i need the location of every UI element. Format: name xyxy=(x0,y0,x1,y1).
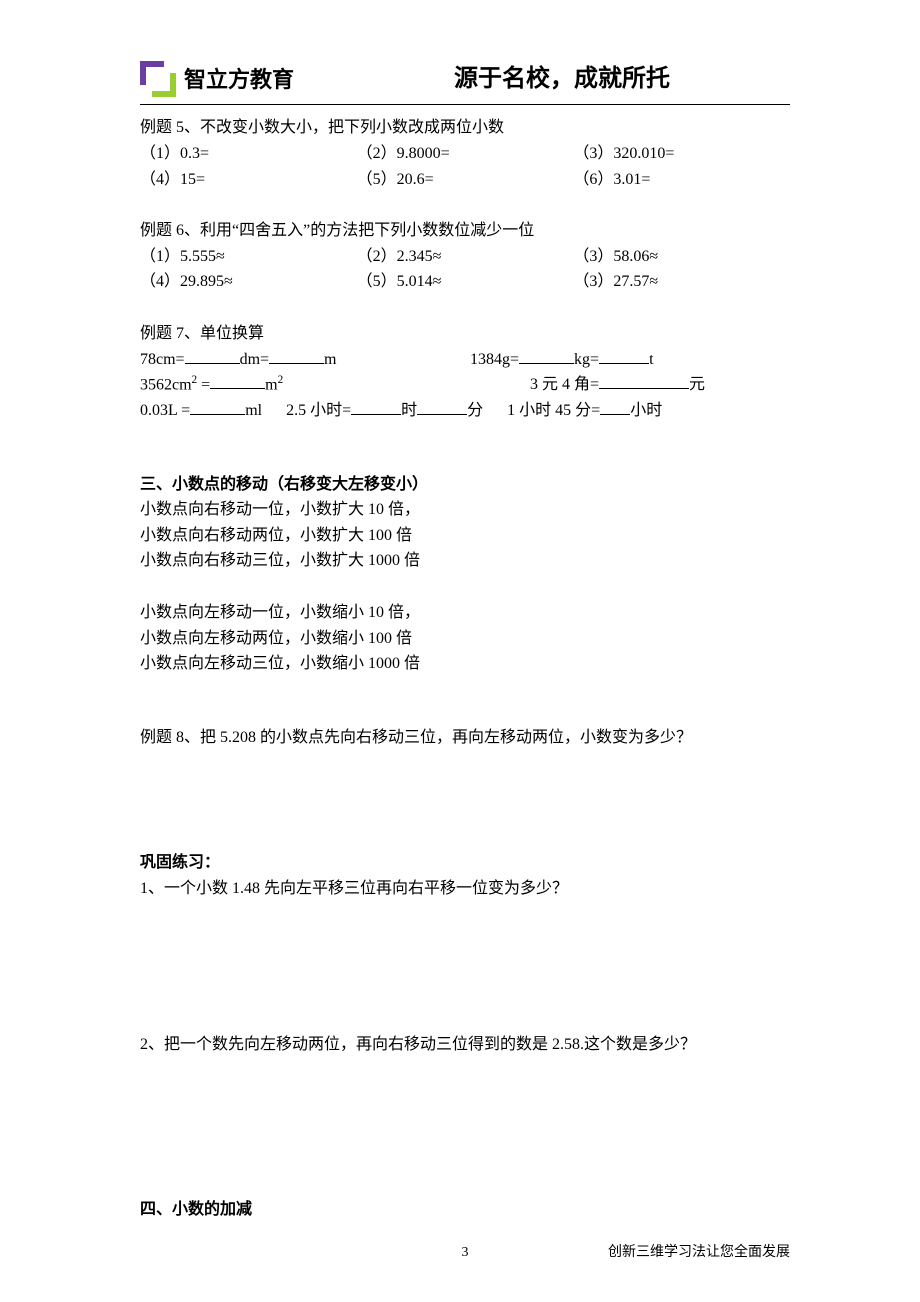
page: 智立方教育 源于名校，成就所托 例题 5、不改变小数大小，把下列小数改成两位小数… xyxy=(0,0,920,1302)
ex6-2: （2）2.345≈ xyxy=(357,244,574,270)
text: m xyxy=(265,376,277,393)
ex5-1: （1）0.3= xyxy=(140,141,357,167)
header: 智立方教育 源于名校，成就所托 xyxy=(140,60,790,98)
blank xyxy=(599,347,649,364)
ex6-3: （3）58.06≈ xyxy=(573,244,790,270)
ex5-3: （3）320.010= xyxy=(573,141,790,167)
sec3-r1: 小数点向右移动一位，小数扩大 10 倍， xyxy=(140,497,790,523)
logo-text: 智立方教育 xyxy=(184,62,294,97)
ex7-l2b: 3 元 4 角= 元 xyxy=(470,372,790,398)
ex6-4: （4）29.895≈ xyxy=(140,269,357,295)
logo: 智立方教育 xyxy=(140,61,294,97)
blank xyxy=(600,398,630,415)
ex5-row2: （4）15= （5）20.6= （6）3.01= xyxy=(140,167,790,193)
text: 分 xyxy=(467,402,483,419)
ex6-row2: （4）29.895≈ （5）5.014≈ （3）27.57≈ xyxy=(140,269,790,295)
ex6-title: 例题 6、利用“四舍五入”的方法把下列小数数位减少一位 xyxy=(140,218,790,244)
ex7-line1: 78cm= dm= m 1384g= kg= t xyxy=(140,347,790,373)
text: 1384g= xyxy=(470,351,519,368)
text: 元 xyxy=(689,376,705,393)
blank xyxy=(190,398,245,415)
ex5-5: （5）20.6= xyxy=(357,167,574,193)
blank xyxy=(269,347,324,364)
ex7-title: 例题 7、单位换算 xyxy=(140,321,790,347)
ex7-line2: 3562cm2 =m2 3 元 4 角=元 xyxy=(140,372,790,398)
ex7-l1b: 1384g= kg= t xyxy=(470,347,790,373)
text: 3562cm xyxy=(140,376,192,393)
sec3-r3: 小数点向右移动三位，小数扩大 1000 倍 xyxy=(140,548,790,574)
ex5-row1: （1）0.3= （2）9.8000= （3）320.010= xyxy=(140,141,790,167)
ex7-l2a: 3562cm2 =m2 xyxy=(140,372,470,398)
ex6-5: （5）5.014≈ xyxy=(357,269,574,295)
footer-text: 创新三维学习法让您全面发展 xyxy=(608,1242,790,1264)
ex5-title: 例题 5、不改变小数大小，把下列小数改成两位小数 xyxy=(140,115,790,141)
sup: 2 xyxy=(278,374,284,386)
ex5-2: （2）9.8000= xyxy=(357,141,574,167)
sec3-l3: 小数点向左移动三位，小数缩小 1000 倍 xyxy=(140,651,790,677)
text: 0.03L = xyxy=(140,402,190,419)
sec3-r2: 小数点向右移动两位，小数扩大 100 倍 xyxy=(140,523,790,549)
logo-icon xyxy=(140,61,176,97)
sec4-title: 四、小数的加减 xyxy=(140,1197,790,1223)
ex5-6: （6）3.01= xyxy=(573,167,790,193)
text: 小时 xyxy=(630,402,662,419)
practice-q2: 2、把一个数先向左移动两位，再向右移动三位得到的数是 2.58.这个数是多少？ xyxy=(140,1032,790,1058)
text: ml xyxy=(245,402,262,419)
text: 时 xyxy=(401,402,417,419)
page-title: 源于名校，成就所托 xyxy=(294,60,790,98)
ex7-l1a: 78cm= dm= m xyxy=(140,347,470,373)
text: dm= xyxy=(240,351,269,368)
text: kg= xyxy=(574,351,599,368)
text: m xyxy=(324,351,336,368)
text: 78cm= xyxy=(140,351,185,368)
sec3-title: 三、小数点的移动（右移变大左移变小） xyxy=(140,472,790,498)
text: 1 小时 45 分= xyxy=(507,402,600,419)
text: t xyxy=(649,351,653,368)
ex5-4: （4）15= xyxy=(140,167,357,193)
ex7-line3: 0.03L = ml 2.5 小时= 时 分 1 小时 45 分= 小时 xyxy=(140,398,790,424)
sec3-l2: 小数点向左移动两位，小数缩小 100 倍 xyxy=(140,626,790,652)
blank xyxy=(351,398,401,415)
sec3-l1: 小数点向左移动一位，小数缩小 10 倍， xyxy=(140,600,790,626)
blank xyxy=(210,372,265,389)
ex8: 例题 8、把 5.208 的小数点先向右移动三位，再向左移动两位，小数变为多少？ xyxy=(140,725,790,751)
blank xyxy=(599,372,689,389)
ex6-1: （1）5.555≈ xyxy=(140,244,357,270)
blank xyxy=(519,347,574,364)
blank xyxy=(417,398,467,415)
text: 2.5 小时= xyxy=(286,402,351,419)
ex6-row1: （1）5.555≈ （2）2.345≈ （3）58.06≈ xyxy=(140,244,790,270)
blank xyxy=(185,347,240,364)
divider xyxy=(140,104,790,105)
text: = xyxy=(197,376,210,393)
text: 3 元 4 角= xyxy=(530,376,599,393)
ex6-6: （3）27.57≈ xyxy=(573,269,790,295)
practice-title: 巩固练习： xyxy=(140,850,790,876)
practice-q1: 1、一个小数 1.48 先向左平移三位再向右平移一位变为多少？ xyxy=(140,876,790,902)
